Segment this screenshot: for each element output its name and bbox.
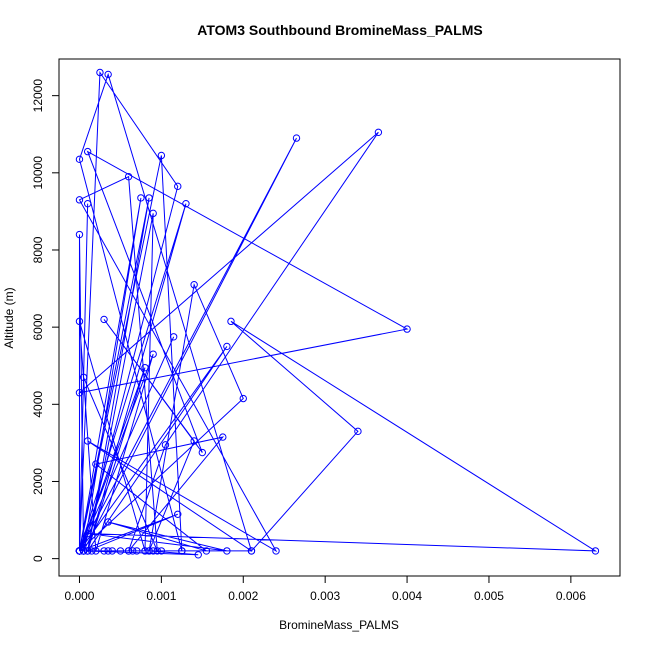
data-point <box>100 547 108 555</box>
y-tick-label: 8000 <box>31 236 45 263</box>
data-point <box>75 317 84 326</box>
x-tick-label: 0.001 <box>146 589 176 603</box>
x-tick-label: 0.002 <box>228 589 258 603</box>
data-point <box>104 70 112 79</box>
data-point <box>174 510 182 518</box>
data-point <box>83 547 92 555</box>
data-point <box>124 172 133 181</box>
data-point <box>83 199 92 208</box>
x-axis-label: BromineMass_PALMS <box>279 618 399 632</box>
y-axis-label: Altitude (m) <box>2 287 16 348</box>
data-point <box>272 547 280 555</box>
data-point <box>79 373 88 382</box>
y-tick-label: 12000 <box>31 79 45 113</box>
data-point <box>194 551 202 559</box>
y-tick-label: 10000 <box>31 156 45 190</box>
data-point <box>92 547 100 555</box>
data-point <box>104 518 112 526</box>
data-point <box>92 460 100 468</box>
x-tick-label: 0.005 <box>474 589 504 603</box>
data-point <box>75 389 84 397</box>
data-point <box>108 547 116 555</box>
data-point <box>190 281 198 289</box>
data-point <box>100 315 108 324</box>
data-point <box>75 196 84 204</box>
data-point <box>161 441 170 449</box>
y-tick-label: 4000 <box>31 391 45 418</box>
y-tick-label: 2000 <box>31 468 45 495</box>
data-point <box>190 437 198 445</box>
y-tick-label: 0 <box>31 555 45 562</box>
series-line <box>77 70 598 556</box>
data-point <box>169 333 178 341</box>
data-point <box>83 529 92 538</box>
data-point <box>227 317 235 326</box>
data-point <box>124 547 133 555</box>
data-point <box>202 547 211 555</box>
x-axis: 0.000 0.001 0.002 0.003 0.004 0.005 0.006 <box>64 575 586 603</box>
data-point <box>83 147 92 156</box>
chart-title: ATOM3 Southbound BromineMass_PALMS <box>197 22 482 38</box>
data-point <box>354 427 362 436</box>
data-point <box>157 151 166 160</box>
data-point <box>223 342 231 351</box>
x-tick-label: 0.004 <box>392 589 422 603</box>
data-point <box>198 448 207 457</box>
data-point <box>149 350 157 358</box>
data-point <box>141 363 149 372</box>
data-point <box>137 194 145 202</box>
data-point <box>182 199 190 208</box>
data-point <box>374 128 383 137</box>
data-point <box>178 547 186 555</box>
x-tick-label: 0.006 <box>556 589 586 603</box>
series-layer <box>75 68 600 559</box>
data-point <box>153 547 161 555</box>
data-point <box>403 325 411 333</box>
data-point <box>219 433 227 441</box>
y-axis: 0 2000 4000 6000 8000 10000 12000 <box>31 79 60 562</box>
x-tick-label: 0.000 <box>64 589 94 603</box>
data-point <box>149 547 157 555</box>
data-point <box>157 547 166 555</box>
data-point <box>145 194 153 202</box>
data-point <box>174 182 182 191</box>
data-point <box>83 437 92 445</box>
data-point <box>75 547 84 555</box>
data-point <box>239 394 247 403</box>
data-point <box>149 209 157 218</box>
data-point <box>223 547 231 555</box>
data-point <box>591 547 600 555</box>
data-point <box>79 547 88 555</box>
data-point <box>247 547 256 555</box>
data-point <box>129 547 137 555</box>
y-tick-label: 6000 <box>31 313 45 340</box>
data-point <box>75 230 84 239</box>
data-point <box>292 134 301 142</box>
x-tick-label: 0.003 <box>310 589 340 603</box>
data-point <box>75 155 84 164</box>
data-point <box>145 547 153 555</box>
data-point <box>141 547 149 555</box>
data-point <box>104 547 112 555</box>
data-point <box>88 547 96 555</box>
data-point <box>96 68 104 77</box>
data-point <box>133 547 141 555</box>
data-point <box>116 547 125 555</box>
